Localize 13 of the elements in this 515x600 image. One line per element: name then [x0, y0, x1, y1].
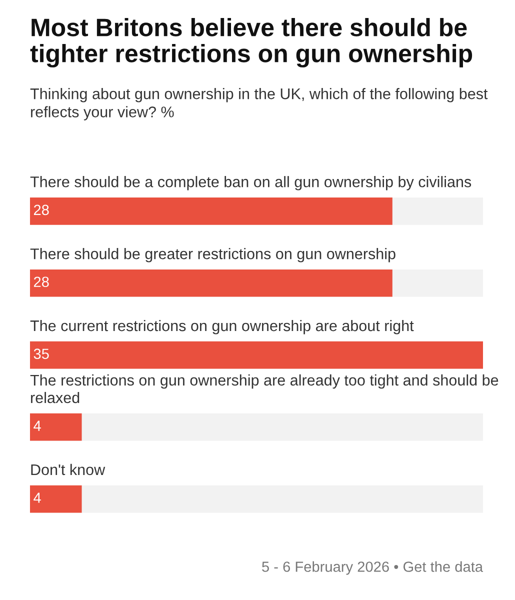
y-tick-label: There should be greater restrictions on gun ownership: [30, 248, 396, 262]
data-label: 4: [34, 492, 41, 503]
text: 5 - 6 February 2026 • Get the data: [262, 561, 484, 575]
data-label: 4: [34, 420, 41, 431]
data-label: 28: [34, 276, 49, 288]
y-tick-label: There should be a complete ban on all gun ownership by civilians: [30, 176, 472, 190]
y-tick-label: The current restrictions on gun ownership are about right: [30, 320, 414, 334]
data-label: 28: [34, 204, 49, 216]
chart-subtitle: Thinking about gun ownership in the UK, which of the following best reflects your view? %: [30, 88, 488, 120]
chart-title: Most Britons believe there should be tighter restrictions on gun ownership: [30, 18, 472, 68]
data-label: 35: [34, 348, 49, 360]
y-tick-label: The restrictions on gun ownership are already too tight and should be relaxed: [30, 374, 498, 404]
y-tick-label: Don't know: [31, 464, 106, 476]
